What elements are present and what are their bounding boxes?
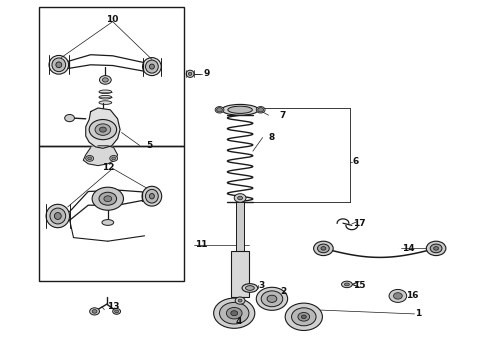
Ellipse shape <box>215 107 224 113</box>
Ellipse shape <box>46 204 70 228</box>
Circle shape <box>220 302 249 324</box>
Ellipse shape <box>99 90 112 94</box>
Text: 17: 17 <box>353 219 366 228</box>
Text: 11: 11 <box>195 240 208 249</box>
Circle shape <box>318 244 329 253</box>
Text: 9: 9 <box>203 69 210 78</box>
Ellipse shape <box>242 284 258 292</box>
Circle shape <box>434 247 439 250</box>
Circle shape <box>301 315 306 319</box>
Ellipse shape <box>146 189 158 203</box>
Ellipse shape <box>143 58 161 76</box>
Circle shape <box>90 308 99 315</box>
Circle shape <box>214 298 255 328</box>
Ellipse shape <box>102 220 114 225</box>
Ellipse shape <box>56 62 62 68</box>
Ellipse shape <box>52 58 66 72</box>
Ellipse shape <box>188 72 192 76</box>
Circle shape <box>226 307 242 319</box>
Circle shape <box>267 295 277 302</box>
Circle shape <box>298 312 310 321</box>
Text: 12: 12 <box>102 163 115 172</box>
Text: 10: 10 <box>106 15 119 24</box>
Ellipse shape <box>142 186 162 206</box>
Circle shape <box>113 309 121 314</box>
Circle shape <box>231 311 238 316</box>
Circle shape <box>235 297 245 304</box>
Polygon shape <box>86 108 120 148</box>
Text: 1: 1 <box>416 309 422 318</box>
Ellipse shape <box>146 60 158 73</box>
Circle shape <box>258 108 264 112</box>
Ellipse shape <box>245 286 254 290</box>
Circle shape <box>92 310 97 313</box>
Text: 3: 3 <box>259 281 265 289</box>
Bar <box>39 146 184 281</box>
Ellipse shape <box>99 95 112 99</box>
Circle shape <box>285 303 322 330</box>
Circle shape <box>234 194 246 202</box>
Circle shape <box>261 291 283 307</box>
Circle shape <box>86 156 94 161</box>
Circle shape <box>426 241 446 256</box>
Circle shape <box>110 156 118 161</box>
Ellipse shape <box>50 208 66 224</box>
Circle shape <box>321 247 326 250</box>
Ellipse shape <box>221 104 259 115</box>
Circle shape <box>430 244 442 253</box>
Circle shape <box>393 293 402 299</box>
Text: 13: 13 <box>107 302 120 311</box>
Circle shape <box>102 78 108 82</box>
Text: 7: 7 <box>279 111 286 120</box>
Circle shape <box>314 241 333 256</box>
Text: 8: 8 <box>269 133 275 142</box>
Bar <box>39 7 184 146</box>
Circle shape <box>95 124 111 135</box>
Text: 14: 14 <box>402 244 415 253</box>
Polygon shape <box>83 146 118 166</box>
Ellipse shape <box>54 212 61 219</box>
Ellipse shape <box>256 107 265 113</box>
Ellipse shape <box>228 106 252 113</box>
Circle shape <box>112 157 116 160</box>
Circle shape <box>99 76 111 84</box>
Text: 16: 16 <box>406 291 418 300</box>
Circle shape <box>92 187 123 210</box>
Circle shape <box>104 196 112 202</box>
Ellipse shape <box>49 55 69 74</box>
Circle shape <box>238 196 243 200</box>
Ellipse shape <box>149 194 154 199</box>
Ellipse shape <box>342 281 352 288</box>
Bar <box>236 202 244 251</box>
Ellipse shape <box>99 101 112 104</box>
Circle shape <box>65 114 74 122</box>
Bar <box>231 251 249 297</box>
Circle shape <box>238 299 242 302</box>
Text: 15: 15 <box>353 281 366 289</box>
Circle shape <box>99 192 117 205</box>
Text: 2: 2 <box>280 287 287 296</box>
Ellipse shape <box>186 70 194 77</box>
Text: 6: 6 <box>353 157 359 166</box>
Circle shape <box>88 157 92 160</box>
Circle shape <box>292 308 316 326</box>
Circle shape <box>89 120 117 140</box>
Circle shape <box>389 289 407 302</box>
Ellipse shape <box>344 283 349 286</box>
Circle shape <box>217 108 222 112</box>
Circle shape <box>256 287 288 310</box>
Circle shape <box>115 310 119 313</box>
Text: 4: 4 <box>236 317 243 325</box>
Text: 5: 5 <box>146 141 152 150</box>
Circle shape <box>99 127 106 132</box>
Ellipse shape <box>149 64 154 69</box>
